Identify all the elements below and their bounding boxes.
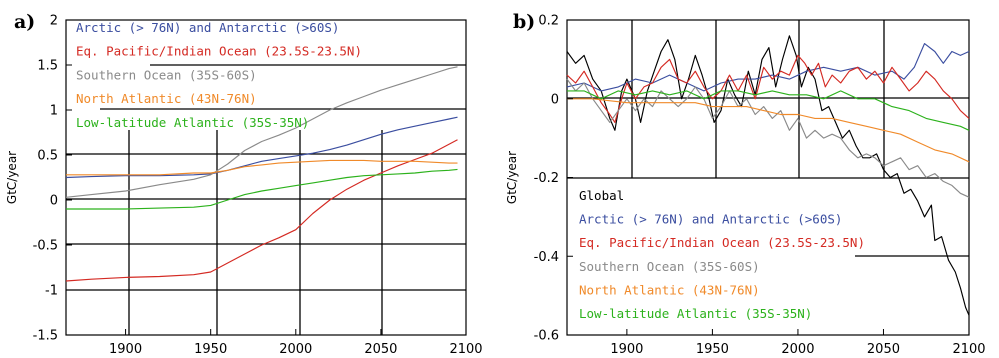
legend-entry-3: Eq. Pacific/Indian Ocean (23.5S-23.5N) <box>579 235 865 250</box>
series-line-3 <box>566 54 970 123</box>
panel-label: a) <box>14 11 35 33</box>
series-line-3 <box>65 66 458 198</box>
y-tick-label: 0 <box>50 194 58 209</box>
y-tick-label: -1 <box>45 284 58 299</box>
y-tick-label: -0.5 <box>33 239 58 254</box>
x-tick-label: 1950 <box>194 342 227 357</box>
x-tick-label: 1900 <box>109 342 142 357</box>
legend-entry-5: Low-latitude Atlantic (35S-35N) <box>76 115 309 130</box>
panel-b: 1900 1950 2000 2050 2100 -0.6 -0.4 -0.2 0 0.2 GtC/… <box>505 11 986 357</box>
y-tick-label: -0.6 <box>534 329 559 344</box>
x-tick-label: 2050 <box>867 342 900 357</box>
series-line-5 <box>66 168 458 210</box>
legend-entry-5: North Atlantic (43N-76N) <box>579 282 760 297</box>
panel-a: 1900 1950 2000 2050 2100 -1.5 -1 -0.5 0 0.5 1 1.5 2 G… <box>5 11 483 357</box>
x-tick-label: 2100 <box>449 342 482 357</box>
x-tick-label: 1900 <box>610 342 643 357</box>
legend-entry-2: Eq. Pacific/Indian Ocean (23.5S-23.5N) <box>76 44 362 59</box>
series-line-4 <box>66 159 458 176</box>
y-axis-label: GtC/year <box>5 151 19 204</box>
y-axis-label: GtC/year <box>505 151 519 204</box>
legend-entry-3: Southern Ocean (35S-60S) <box>76 67 257 82</box>
y-tick-label: 0.2 <box>538 14 559 29</box>
x-tick-label: 2100 <box>952 342 985 357</box>
y-tick-label: -0.2 <box>534 171 559 186</box>
panel-label: b) <box>513 11 535 33</box>
y-tick-label: 1 <box>50 104 58 119</box>
y-tick-label: 0.5 <box>37 149 58 164</box>
legend-entry-4: North Atlantic (43N-76N) <box>76 91 257 106</box>
x-tick-label: 2000 <box>279 342 312 357</box>
series-line-1 <box>566 35 970 316</box>
y-tick-label: 2 <box>50 14 58 29</box>
legend-entry-1: Global <box>579 188 624 203</box>
legend-entry-6: Low-latitude Atlantic (35S-35N) <box>579 306 812 321</box>
y-tick-label: -0.4 <box>534 250 559 265</box>
x-tick-label: 2050 <box>364 342 397 357</box>
y-tick-label: 1.5 <box>37 59 58 74</box>
y-tick-label: 0 <box>551 92 559 107</box>
legend-entry-4: Southern Ocean (35S-60S) <box>579 259 760 274</box>
y-tick-label: -1.5 <box>33 329 58 344</box>
x-tick-label: 1950 <box>696 342 729 357</box>
series-line-5 <box>567 98 970 163</box>
series-line-4 <box>566 78 970 198</box>
legend-entry-1: Arctic (> 76N) and Antarctic (>60S) <box>76 20 339 35</box>
series-line-2 <box>566 43 970 92</box>
x-tick-label: 2000 <box>781 342 814 357</box>
series-line-1 <box>65 116 458 179</box>
legend-entry-2: Arctic (> 76N) and Antarctic (>60S) <box>579 212 842 227</box>
series-line-6 <box>567 90 970 131</box>
